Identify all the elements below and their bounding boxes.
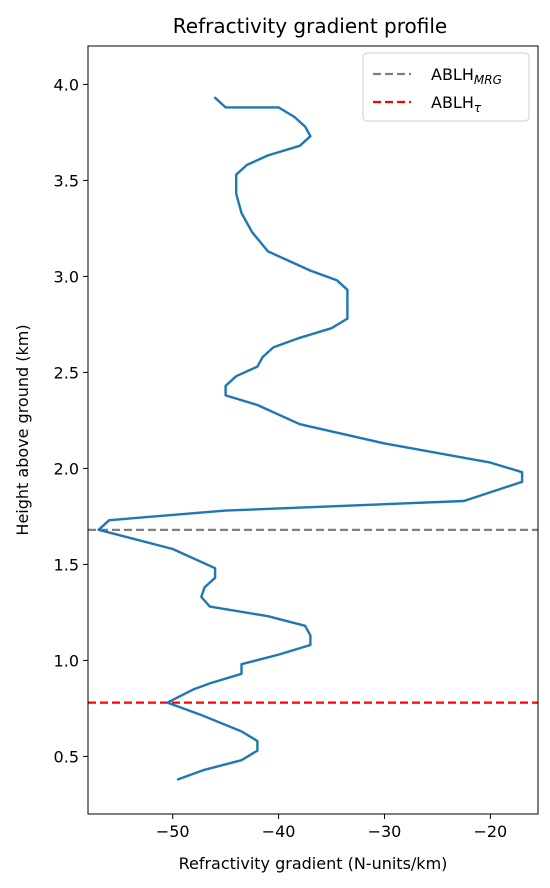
- x-tick-label: −20: [473, 822, 507, 841]
- y-tick-label: 3.5: [54, 171, 79, 190]
- x-axis-label: Refractivity gradient (N-units/km): [179, 854, 448, 873]
- x-tick-label: −50: [156, 822, 190, 841]
- legend-label-subscript: MRG: [474, 73, 502, 87]
- y-axis-label: Height above ground (km): [13, 324, 32, 535]
- plot-area: [88, 96, 538, 781]
- x-axis: −50 −40 −30 −20: [156, 814, 507, 841]
- y-tick-label: 2.5: [54, 363, 79, 382]
- y-tick-label: 1.5: [54, 555, 79, 574]
- series-line-0: [97, 96, 524, 781]
- legend-label-subscript: τ: [474, 101, 482, 115]
- legend-label-1: ABLHτ: [431, 93, 482, 115]
- y-tick-label: 4.0: [54, 75, 79, 94]
- y-tick-label: 3.0: [54, 267, 79, 286]
- plot-frame: [87, 45, 539, 815]
- x-tick-label: −40: [262, 822, 296, 841]
- chart-title: Refractivity gradient profile: [173, 14, 447, 38]
- y-tick-label: 0.5: [54, 747, 79, 766]
- y-tick-label: 1.0: [54, 651, 79, 670]
- y-tick-label: 2.0: [54, 459, 79, 478]
- y-axis: 0.5 1.0 1.5 2.0 2.5 3.0 3.5 4.0: [54, 75, 88, 766]
- legend-box: [362, 52, 530, 122]
- x-tick-label: −30: [368, 822, 402, 841]
